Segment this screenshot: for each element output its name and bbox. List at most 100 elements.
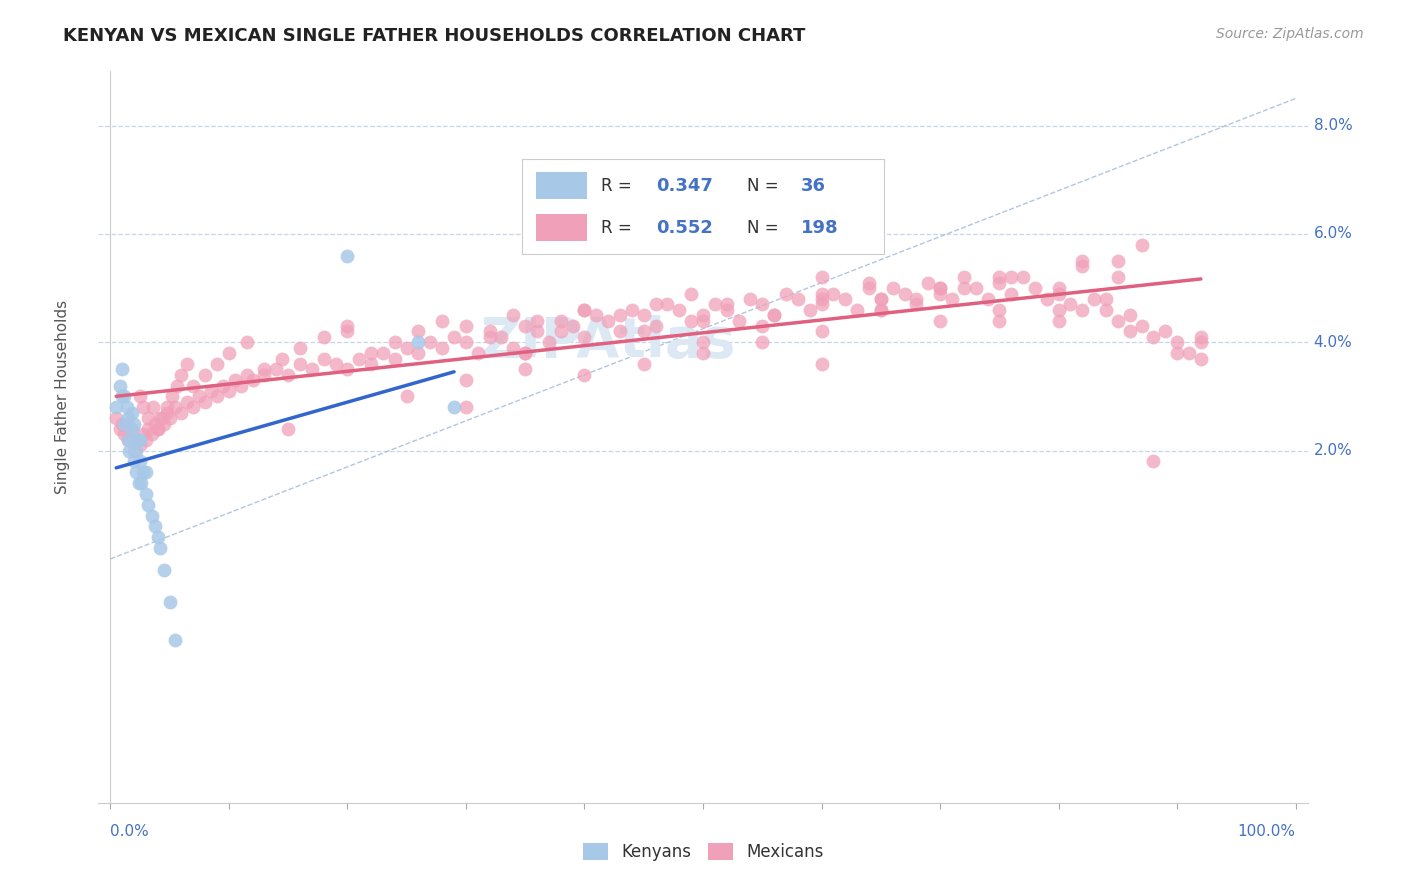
Point	[1047, 286, 1070, 301]
Point	[751, 335, 773, 350]
Point	[117, 433, 139, 447]
Point	[941, 292, 963, 306]
Point	[526, 313, 548, 327]
Point	[111, 389, 134, 403]
Point	[502, 308, 524, 322]
Point	[194, 395, 217, 409]
Point	[135, 433, 157, 447]
Point	[692, 346, 714, 360]
Point	[419, 335, 441, 350]
Point	[143, 417, 166, 431]
Point	[620, 302, 643, 317]
Point	[135, 465, 157, 479]
Point	[976, 292, 998, 306]
Point	[235, 368, 257, 382]
Point	[170, 368, 193, 382]
Point	[443, 401, 465, 415]
Point	[905, 297, 928, 311]
Point	[478, 325, 501, 339]
Point	[108, 378, 131, 392]
Point	[1142, 454, 1164, 468]
Point	[181, 378, 204, 392]
Point	[929, 281, 952, 295]
Point	[633, 357, 655, 371]
Point	[229, 378, 252, 392]
Point	[810, 286, 832, 301]
Point	[129, 433, 152, 447]
Point	[146, 530, 169, 544]
Point	[716, 302, 738, 317]
Point	[277, 368, 299, 382]
Point	[395, 341, 418, 355]
Point	[1189, 335, 1212, 350]
Point	[218, 384, 240, 398]
Point	[574, 302, 596, 317]
Point	[537, 335, 560, 350]
Point	[917, 276, 939, 290]
Point	[152, 563, 174, 577]
Point	[633, 308, 655, 322]
Point	[681, 313, 703, 327]
Point	[141, 427, 163, 442]
Point	[288, 341, 311, 355]
Point	[165, 401, 187, 415]
Point	[810, 270, 832, 285]
Point	[253, 368, 276, 382]
Point	[1119, 308, 1142, 322]
Point	[609, 325, 631, 339]
Point	[149, 541, 172, 556]
Point	[952, 270, 974, 285]
Point	[515, 346, 537, 360]
Point	[1095, 302, 1118, 317]
Point	[156, 406, 179, 420]
Point	[810, 325, 832, 339]
Point	[893, 286, 915, 301]
Point	[114, 427, 136, 442]
Point	[408, 335, 430, 350]
Point	[1071, 254, 1094, 268]
Point	[751, 318, 773, 333]
Point	[264, 362, 287, 376]
Point	[160, 389, 183, 403]
Point	[408, 325, 430, 339]
Point	[114, 417, 136, 431]
Point	[799, 302, 821, 317]
Point	[515, 362, 537, 376]
Point	[633, 325, 655, 339]
Point	[117, 411, 139, 425]
Point	[125, 465, 148, 479]
Point	[823, 286, 845, 301]
Point	[515, 318, 537, 333]
Point	[218, 346, 240, 360]
Point	[212, 378, 235, 392]
Point	[988, 270, 1011, 285]
Point	[432, 341, 454, 355]
Point	[681, 286, 703, 301]
Point	[115, 401, 138, 415]
Point	[128, 476, 150, 491]
Point	[347, 351, 370, 366]
Point	[561, 318, 583, 333]
Point	[188, 389, 211, 403]
Point	[550, 325, 572, 339]
Point	[129, 438, 152, 452]
Point	[205, 389, 228, 403]
Point	[271, 351, 294, 366]
Point	[454, 335, 477, 350]
Point	[336, 318, 359, 333]
Point	[988, 313, 1011, 327]
Point	[114, 389, 136, 403]
Point	[1189, 351, 1212, 366]
Point	[181, 401, 204, 415]
Text: 0.0%: 0.0%	[110, 824, 149, 839]
Point	[132, 427, 155, 442]
Point	[360, 346, 382, 360]
Point	[384, 351, 406, 366]
Point	[1036, 292, 1059, 306]
Point	[143, 519, 166, 533]
Point	[235, 335, 257, 350]
Point	[454, 373, 477, 387]
Point	[336, 325, 359, 339]
Point	[929, 313, 952, 327]
Point	[834, 292, 856, 306]
